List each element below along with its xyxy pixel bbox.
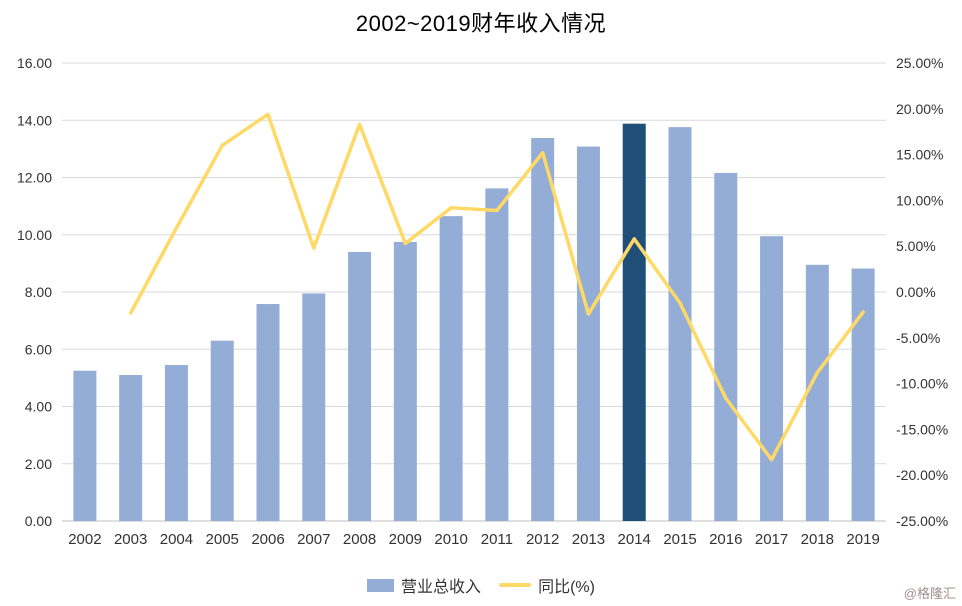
x-axis-tick: 2019 bbox=[846, 531, 879, 548]
legend-label-revenue: 营业总收入 bbox=[401, 579, 482, 596]
right-axis-tick: 10.00% bbox=[896, 192, 943, 208]
right-axis-tick: -5.00% bbox=[896, 330, 940, 346]
right-axis-tick: 25.00% bbox=[896, 55, 943, 71]
left-axis-tick: 16.00 bbox=[17, 55, 52, 71]
line-swatch-icon bbox=[499, 583, 532, 587]
left-axis-tick: 8.00 bbox=[25, 284, 52, 300]
chart-title: 2002~2019财年收入情况 bbox=[355, 11, 607, 36]
x-axis-tick: 2009 bbox=[389, 531, 422, 548]
yoy-line bbox=[128, 112, 865, 462]
left-axis-tick: 4.00 bbox=[25, 399, 52, 415]
bar-2016 bbox=[714, 172, 738, 522]
right-axis-tick: -20.00% bbox=[896, 467, 948, 483]
x-axis-tick: 2007 bbox=[297, 531, 330, 548]
x-axis-tick: 2011 bbox=[481, 531, 513, 548]
right-axis-tick: 5.00% bbox=[896, 238, 936, 254]
x-axis-tick: 2008 bbox=[343, 531, 376, 548]
bar-2012 bbox=[531, 137, 555, 521]
bar-swatch-icon bbox=[367, 578, 395, 592]
bar-2014 bbox=[622, 123, 646, 521]
x-axis-tick: 2017 bbox=[755, 531, 788, 548]
left-axis-tick: 0.00 bbox=[25, 513, 52, 529]
x-axis-tick: 2018 bbox=[801, 531, 834, 548]
right-axis-tick: 0.00% bbox=[896, 284, 936, 300]
left-axis-tick: 14.00 bbox=[17, 112, 52, 128]
bar-2013 bbox=[576, 146, 600, 521]
bar-2017 bbox=[760, 236, 784, 521]
watermark: @格隆汇 bbox=[903, 586, 956, 601]
left-axis-tick: 6.00 bbox=[25, 341, 52, 357]
bar-2011 bbox=[485, 188, 509, 521]
x-axis-tick: 2010 bbox=[434, 531, 467, 548]
bar-2009 bbox=[393, 241, 417, 521]
right-axis-tick: 15.00% bbox=[896, 147, 943, 163]
bar-2007 bbox=[302, 293, 326, 521]
x-axis-tick: 2004 bbox=[160, 531, 193, 548]
x-axis-tick: 2005 bbox=[206, 531, 239, 548]
legend: 营业总收入 同比(%) bbox=[0, 573, 962, 597]
bar-2010 bbox=[439, 216, 463, 522]
x-axis-tick: 2014 bbox=[618, 531, 651, 548]
legend-item-revenue: 营业总收入 bbox=[367, 573, 481, 597]
x-axis-tick: 2003 bbox=[114, 531, 147, 548]
bar-2002 bbox=[73, 370, 97, 521]
left-axis-tick: 10.00 bbox=[17, 227, 52, 243]
right-axis-tick: 20.00% bbox=[896, 101, 943, 117]
x-axis-tick: 2013 bbox=[572, 531, 605, 548]
right-axis-tick: -25.00% bbox=[896, 513, 948, 529]
bar-2006 bbox=[256, 304, 280, 521]
legend-label-yoy: 同比(%) bbox=[538, 579, 595, 596]
bar-2003 bbox=[119, 375, 143, 521]
x-axis-tick: 2012 bbox=[526, 531, 559, 548]
right-axis-tick: -10.00% bbox=[896, 376, 948, 392]
x-axis-tick: 2015 bbox=[663, 531, 696, 548]
left-axis-tick: 12.00 bbox=[17, 170, 52, 186]
bar-2018 bbox=[805, 264, 829, 521]
bar-2008 bbox=[348, 251, 372, 522]
x-axis-tick: 2002 bbox=[68, 531, 101, 548]
bar-2019 bbox=[851, 268, 875, 521]
x-axis-tick: 2006 bbox=[251, 531, 284, 548]
bar-2005 bbox=[210, 340, 234, 521]
x-axis-tick: 2016 bbox=[709, 531, 742, 548]
bar-2004 bbox=[164, 364, 188, 521]
left-axis-tick: 2.00 bbox=[25, 456, 52, 472]
legend-item-yoy: 同比(%) bbox=[499, 573, 595, 597]
right-axis-tick: -15.00% bbox=[896, 421, 948, 437]
bar-2015 bbox=[668, 127, 692, 522]
